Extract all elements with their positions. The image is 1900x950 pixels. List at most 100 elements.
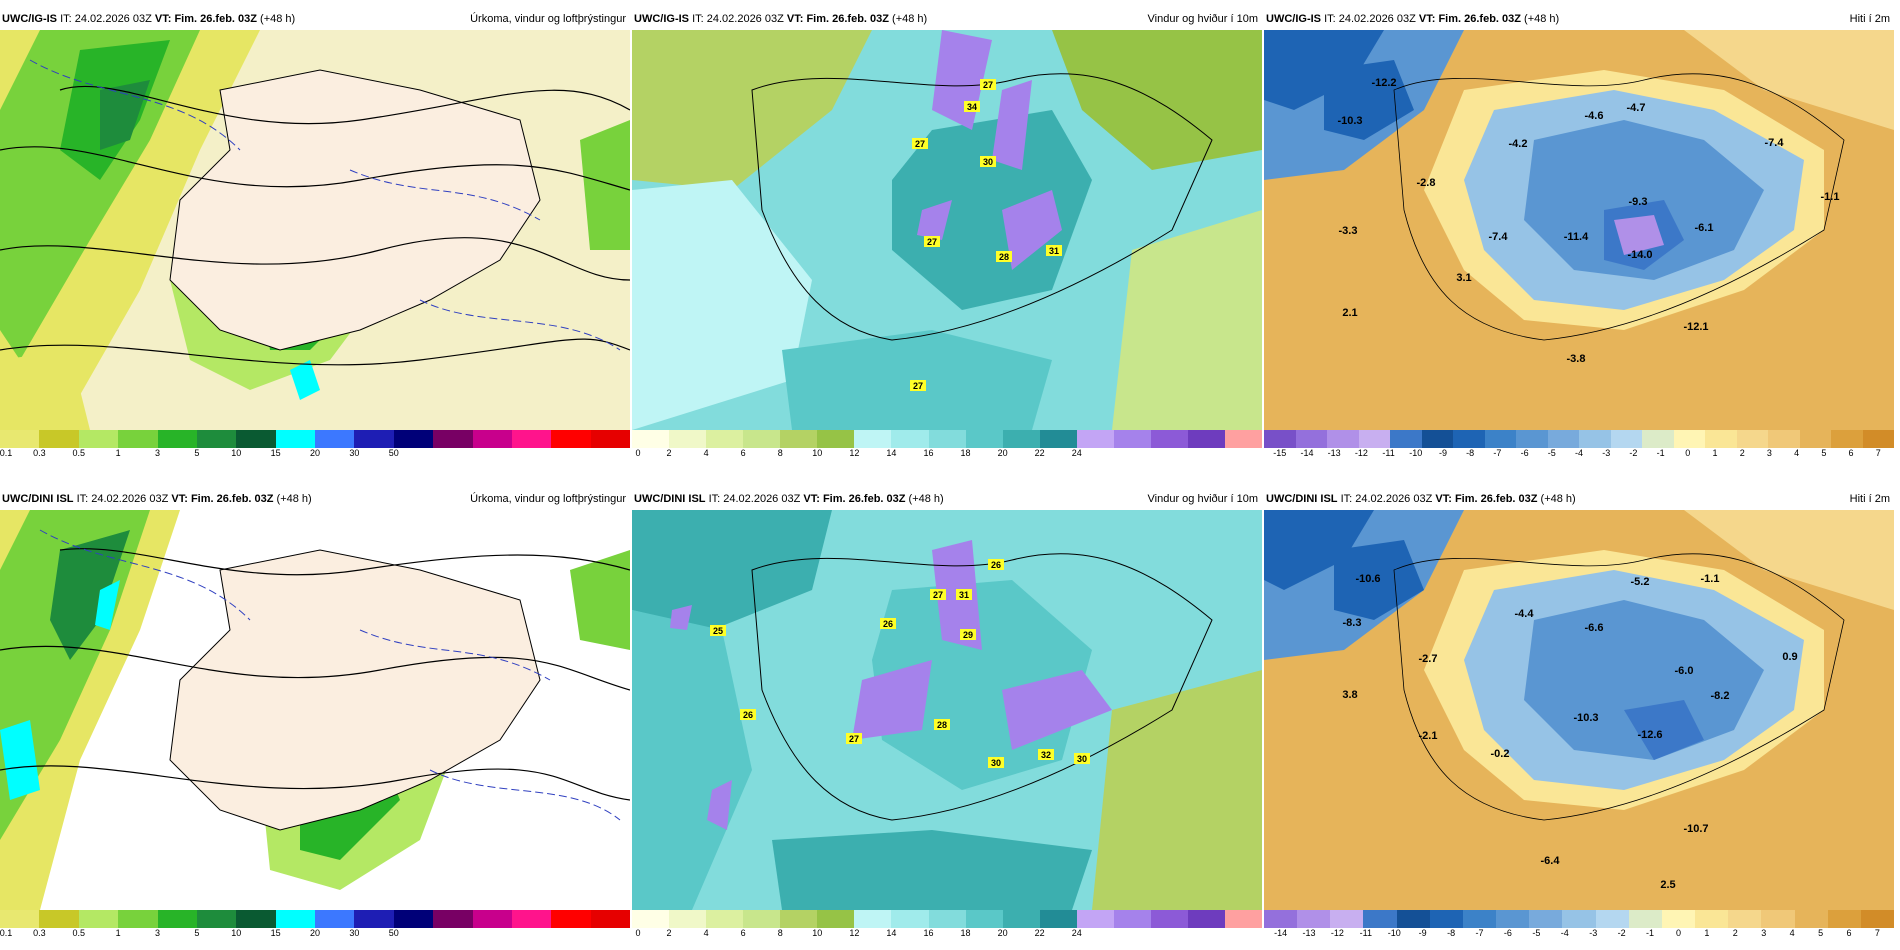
colorbar-swatch [1330,910,1364,928]
colorbar-swatch [1039,430,1077,448]
iceland-coastline [751,73,1213,341]
temperature-label: -6.0 [1675,665,1694,677]
temperature-label: -10.3 [1337,115,1362,127]
colorbar-ticks: -14 -13 -12 -11 -10 -9 -8 -7 -6 -5 -4 -3 -2 -1 0 1 2 3 4 5 6… [1264,928,1894,940]
gust-label: 32 [1041,750,1051,760]
colorbar-tick-label: -3 [1602,448,1611,458]
colorbar-swatch [1562,910,1596,928]
colorbar-tick-label: 30 [349,928,360,938]
gust-label: 28 [999,252,1009,262]
colorbar-tick-label: 1 [115,448,121,458]
colorbar-swatch [1264,430,1296,448]
colorbar-swatch [706,910,744,928]
colorbar-tick-label: 2 [1732,928,1738,938]
precip-area [0,720,40,800]
colorbar-tick-label: 0.1 [0,448,13,458]
colorbar-tick-label: 5 [194,448,200,458]
colorbar-tick-label: 4 [1789,928,1795,938]
gust-label-box [910,380,926,391]
gust-label-box [710,625,726,636]
precip-map [0,510,630,910]
colorbar-swatch [1529,910,1563,928]
colorbar-swatch [236,910,276,928]
colorbar-tick-label: 2 [1739,448,1745,458]
colorbar-tick-label: 18 [960,448,971,458]
precip-area [290,360,320,400]
colorbar-temp [1264,430,1894,448]
temperature-label: -2.1 [1419,730,1438,742]
colorbar-tick-label: -11 [1382,448,1395,458]
gust-label: 28 [937,720,947,730]
temperature-label: -1.1 [1701,573,1720,585]
colorbar-tick-label: -4 [1560,928,1569,938]
colorbar-swatch [1728,910,1762,928]
colorbar-swatch [1736,430,1768,448]
gust-area [1002,190,1062,270]
panel-title: Úrkoma, vindur og loftþrýstingur [470,493,626,505]
model-name: UWC/IG-IS [1266,13,1321,25]
temperature-contour [359,629,551,681]
colorbar-swatch [1860,910,1894,928]
temperature-area [1624,700,1704,760]
colorbar-swatch [1496,910,1530,928]
gust-label: 29 [963,630,973,640]
colorbar-tick-label: -12 [1354,448,1368,458]
isobar-line [0,645,630,691]
temperature-label: -3.3 [1339,225,1358,237]
colorbar-swatch [1610,430,1642,448]
temperature-label: -12.6 [1637,729,1662,741]
colorbar-swatch [315,430,355,448]
temperature-label: -2.8 [1417,177,1436,189]
colorbar-tick-label: -14 [1300,448,1314,458]
colorbar-tick-label: -5 [1547,448,1556,458]
precip-area [570,550,630,650]
colorbar-tick-label: -8 [1447,928,1456,938]
colorbar-swatch [590,430,630,448]
vt-value: Fim. 26.feb. 03Z [822,493,906,505]
temperature-area [1334,540,1424,620]
wind-speed-area [1052,30,1262,170]
colorbar-tick-label: 0 [1675,928,1681,938]
temperature-label: -0.2 [1491,748,1510,760]
colorbar-swatch [817,910,855,928]
wind-speed-area [632,180,812,430]
vt-label: VT: [786,13,804,25]
temperature-area [1524,600,1764,760]
colorbar-tick-label: 22 [1034,448,1045,458]
gust-label: 26 [883,619,893,629]
colorbar-swatch [1831,430,1863,448]
gust-label: 27 [915,139,925,149]
panel-title: Hiti í 2m [1849,13,1890,25]
colorbar-swatch [1642,430,1674,448]
colorbar-swatch [196,430,237,448]
temperature-area [1324,60,1414,140]
isobar-line [0,765,630,801]
colorbar-tick-label: 0 [635,928,641,938]
colorbar-swatch [354,910,394,928]
colorbar-tick-label: 0 [1685,448,1691,458]
wind-map: 26 27 31 26 25 29 26 27 28 30 32 30 [632,510,1262,910]
colorbar-swatch [780,910,818,928]
wind-speed-area [892,110,1092,310]
colorbar-tick-label: 8 [777,448,783,458]
vt-label: VT: [803,493,820,505]
colorbar-swatch [393,430,434,448]
temperature-label: -4.2 [1509,138,1528,150]
panel-temp-igis: UWC/IG-IS IT: 24.02.2026 03Z VT: Fim. 26… [1264,10,1894,460]
temperature-label: -4.4 [1515,608,1535,620]
lead-time: (+48 h) [1540,493,1576,505]
gust-label-box [846,733,862,744]
gust-label: 30 [983,157,993,167]
colorbar-tick-label: 50 [388,928,399,938]
colorbar-tick-label: 10 [231,448,242,458]
colorbar-tick-label: 5 [1818,928,1824,938]
colorbar-swatch [669,910,707,928]
colorbar-ticks: 0.1 0.3 0.5 1 3 5 10 15 20 30 50 [0,448,630,460]
wind-speed-area [632,510,832,630]
iceland-land [169,69,541,351]
lead-time: (+48 h) [908,493,944,505]
colorbar-swatch [1799,430,1831,448]
gust-label-box [740,709,756,720]
temperature-label: -11.4 [1564,231,1589,243]
colorbar-tick-label: -10 [1387,928,1401,938]
